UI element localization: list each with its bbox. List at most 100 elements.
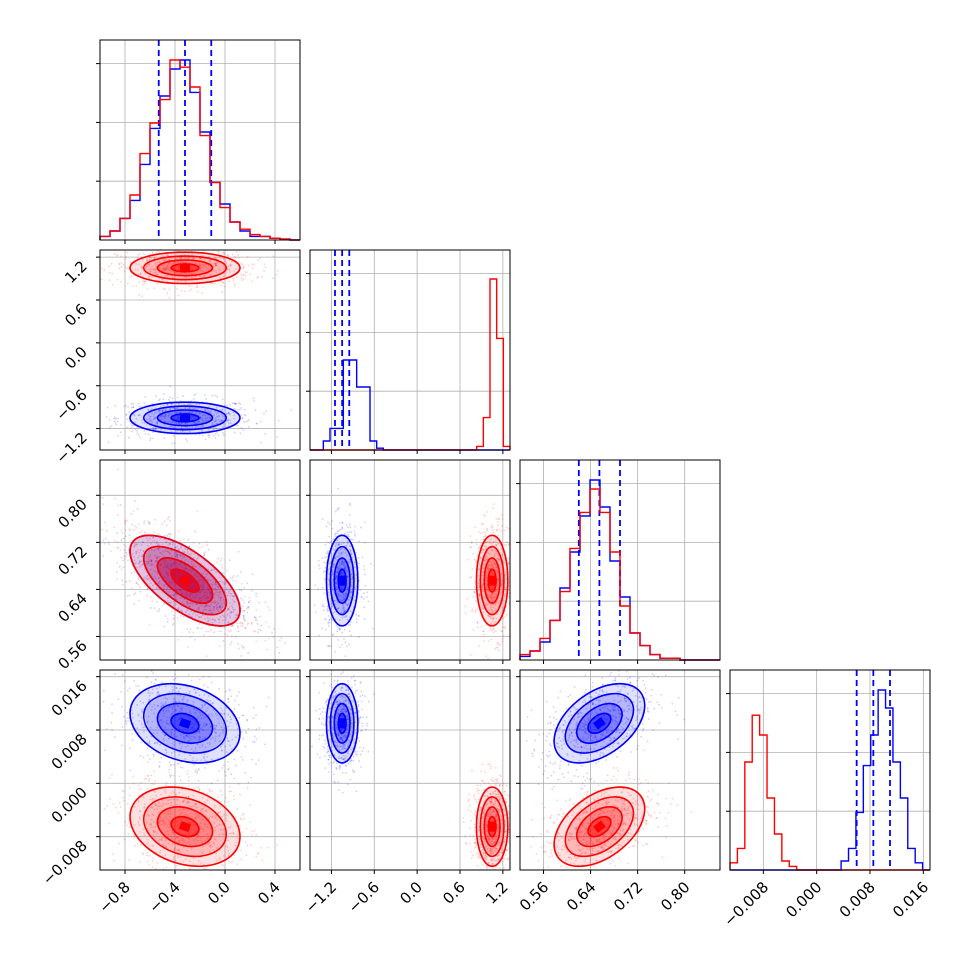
density-peak bbox=[178, 717, 192, 729]
panel-frame bbox=[309, 459, 511, 661]
x-tick-label: −0.4 bbox=[145, 878, 183, 916]
contour-line bbox=[129, 682, 241, 764]
density-peak bbox=[488, 575, 497, 586]
contour-line bbox=[553, 786, 646, 868]
contour-line bbox=[156, 557, 214, 605]
contour-line bbox=[575, 702, 623, 744]
y-tick-label: 0.000 bbox=[48, 783, 91, 826]
contour-line bbox=[170, 413, 200, 423]
panel-frame bbox=[99, 39, 301, 241]
contour-line bbox=[129, 786, 241, 868]
contour-line bbox=[333, 702, 351, 744]
panel-frame bbox=[99, 249, 301, 451]
density-peak bbox=[488, 821, 497, 832]
x-tick-label: 0.0 bbox=[396, 878, 426, 908]
density-peak bbox=[593, 820, 606, 833]
contour-line bbox=[483, 557, 501, 605]
contour-line bbox=[587, 815, 612, 838]
panel-frame bbox=[519, 669, 721, 871]
panel-frame bbox=[99, 459, 301, 661]
contour-line bbox=[337, 712, 347, 735]
x-tick-label: −0.8 bbox=[95, 878, 133, 916]
panel-frame bbox=[99, 669, 301, 871]
contour-line bbox=[142, 255, 228, 281]
contour-line bbox=[329, 692, 355, 754]
x-tick-label: 0.6 bbox=[439, 878, 469, 908]
y-tick-label: 0.64 bbox=[54, 590, 90, 626]
x-tick-label: 0.64 bbox=[563, 878, 599, 914]
contour-line bbox=[156, 806, 214, 848]
panel-3-1 bbox=[309, 669, 511, 871]
contour-line bbox=[587, 712, 612, 735]
x-tick-label: 0.016 bbox=[889, 878, 932, 921]
density-peak bbox=[593, 717, 606, 730]
x-tick-label: −0.6 bbox=[345, 878, 383, 916]
contour-line bbox=[170, 568, 200, 593]
density-peak bbox=[178, 574, 192, 587]
panel-3-0 bbox=[99, 669, 301, 871]
panel-3-2 bbox=[519, 669, 721, 871]
panel-1-0 bbox=[99, 249, 301, 451]
y-tick-label: −0.008 bbox=[39, 837, 91, 889]
contour-line bbox=[479, 796, 505, 858]
contour-line bbox=[329, 545, 355, 616]
density-peak bbox=[338, 718, 347, 729]
contour-line bbox=[564, 692, 635, 754]
histogram-step bbox=[310, 359, 510, 451]
contour-line bbox=[333, 557, 351, 605]
contour-line bbox=[487, 815, 497, 838]
hist-panel-3 bbox=[726, 669, 931, 871]
density-peak bbox=[338, 575, 347, 586]
contour-line bbox=[142, 545, 228, 616]
contour-line bbox=[325, 682, 359, 764]
panel-frame bbox=[309, 669, 511, 871]
contour-line bbox=[156, 702, 214, 744]
x-tick-label: 0.4 bbox=[254, 878, 284, 908]
density-peak bbox=[180, 413, 190, 422]
contour-line bbox=[170, 712, 200, 735]
hist-panel-2 bbox=[516, 459, 721, 661]
panel-2-0 bbox=[99, 459, 301, 661]
panel-frame bbox=[729, 669, 931, 871]
contour-line bbox=[129, 534, 241, 627]
histogram-step bbox=[519, 488, 720, 661]
contour-line bbox=[170, 263, 200, 273]
density-peak bbox=[180, 263, 190, 272]
contour-line bbox=[475, 534, 509, 627]
y-tick-label: 0.72 bbox=[54, 542, 90, 578]
y-tick-label: 0.0 bbox=[61, 343, 91, 373]
x-tick-label: 0.000 bbox=[782, 878, 825, 921]
contour-line bbox=[170, 815, 200, 838]
hist-panel-0 bbox=[96, 39, 301, 241]
x-tick-label: 0.008 bbox=[836, 878, 879, 921]
x-tick-label: 0.72 bbox=[610, 878, 646, 914]
contour-line bbox=[325, 534, 359, 627]
y-tick-label: −0.6 bbox=[52, 386, 90, 424]
x-tick-label: 0.80 bbox=[657, 878, 693, 914]
y-tick-label: 0.6 bbox=[61, 300, 91, 330]
x-tick-label: 1.2 bbox=[482, 878, 512, 908]
density-peak bbox=[178, 821, 192, 833]
histogram-step bbox=[310, 278, 511, 451]
y-tick-label: 0.80 bbox=[54, 495, 90, 531]
contour-line bbox=[142, 796, 228, 858]
contour-line bbox=[564, 796, 635, 858]
contour-line bbox=[129, 401, 241, 435]
contour-line bbox=[475, 786, 509, 868]
x-tick-label: −1.2 bbox=[302, 878, 340, 916]
x-tick-label: 0.56 bbox=[516, 878, 552, 914]
hist-panel-1 bbox=[306, 249, 511, 451]
contour-line bbox=[129, 251, 241, 285]
contour-line bbox=[487, 568, 497, 593]
contour-line bbox=[142, 405, 228, 431]
y-tick-label: 0.56 bbox=[54, 637, 90, 673]
contour-line bbox=[156, 409, 214, 427]
y-tick-label: 1.2 bbox=[61, 257, 91, 287]
contour-line bbox=[479, 545, 505, 616]
histogram-step bbox=[99, 59, 300, 241]
contour-line bbox=[553, 682, 646, 764]
y-tick-label: −1.2 bbox=[52, 429, 90, 467]
contour-line bbox=[575, 806, 623, 848]
contour-line bbox=[483, 806, 501, 848]
